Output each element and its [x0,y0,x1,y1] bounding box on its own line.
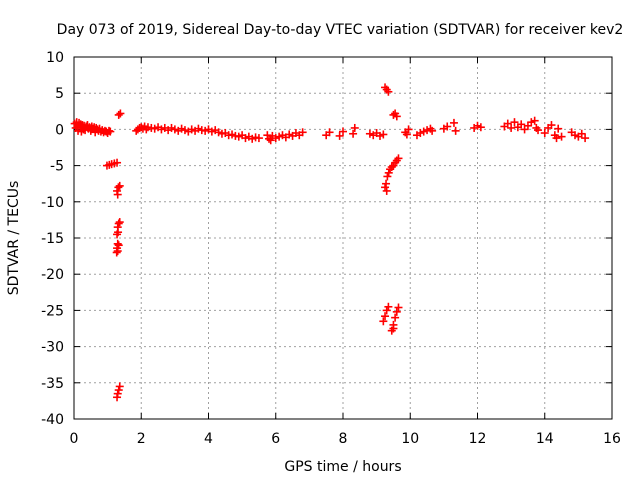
data-point [106,127,115,136]
data-point [381,183,390,192]
data-point [382,306,391,315]
y-tick-label: -35 [41,376,64,392]
data-point [115,218,124,227]
y-axis: 10 5 0 -5 -10 -15 -20 -25 -30 -35 -40 [41,50,612,428]
data-point [113,247,122,256]
data-point [384,302,393,311]
x-tick-label: 8 [339,431,348,447]
data-point [325,128,334,137]
data-point [382,186,391,195]
x-axis-label: GPS time / hours [284,459,401,475]
y-tick-label: -20 [41,267,64,283]
grid-lines [74,57,612,419]
data-point [392,112,401,121]
data-point [517,120,526,129]
data-point [530,116,539,125]
chart-title: Day 073 of 2019, Sidereal Day-to-day VTE… [57,22,624,38]
y-tick-label: -5 [50,159,64,175]
data-point [266,136,275,145]
data-point [116,109,125,118]
data-point [392,307,401,316]
data-point [394,303,403,312]
data-point [114,183,123,192]
data-point [428,126,437,135]
y-tick-label: -40 [41,412,64,428]
data-point [349,129,358,138]
data-point [384,87,393,96]
data-point [577,129,586,138]
data-point [554,124,563,133]
data-point [384,168,393,177]
data-point [503,119,512,128]
data-point [114,219,123,228]
data-point [114,228,123,237]
data-point [254,134,263,143]
data-point [391,313,400,322]
data-point [451,126,460,135]
y-tick-label: 5 [55,86,64,102]
data-point [114,110,123,119]
data-point [383,172,392,181]
y-tick-label: -25 [41,303,64,319]
data-point [449,118,458,127]
data-point [113,393,122,402]
y-tick-label: 10 [46,50,64,66]
data-point [476,123,485,132]
data-point [510,118,519,127]
y-tick-label: 0 [55,122,64,138]
x-tick-label: 12 [469,431,487,447]
y-tick-label: -30 [41,340,64,356]
y-axis-label: SDTVAR / TECUs [6,181,22,296]
data-point [552,134,561,143]
x-tick-label: 16 [603,431,621,447]
data-point [114,386,123,395]
data-point [350,123,359,132]
y-tick-label: -15 [41,231,64,247]
data-point [389,324,398,333]
data-point [379,317,388,326]
data-point [387,163,396,172]
data-point [112,248,121,257]
data-point [394,154,403,163]
x-tick-label: 0 [70,431,79,447]
data-point [557,132,566,141]
x-tick-label: 4 [204,431,213,447]
data-point [113,158,122,167]
y-tick-label: -10 [41,195,64,211]
x-tick-label: 14 [536,431,554,447]
x-tick-label: 2 [137,431,146,447]
data-point [335,131,344,140]
data-point [114,241,123,250]
data-series [70,83,590,402]
data-point [113,190,122,199]
data-point [443,122,452,131]
x-axis: 0 2 4 6 8 10 12 14 16 [70,57,621,447]
data-point [404,125,413,134]
data-point [115,382,124,391]
data-point [115,181,124,190]
data-point [382,179,391,188]
data-point [339,127,347,136]
data-point [402,130,411,139]
data-point [298,128,307,137]
data-point [507,123,516,132]
data-point [547,121,556,130]
data-point [381,312,390,321]
x-tick-label: 10 [401,431,419,447]
data-point [379,130,388,139]
data-point [581,134,590,143]
data-point [540,129,549,138]
x-tick-label: 6 [271,431,280,447]
data-point [534,126,543,135]
